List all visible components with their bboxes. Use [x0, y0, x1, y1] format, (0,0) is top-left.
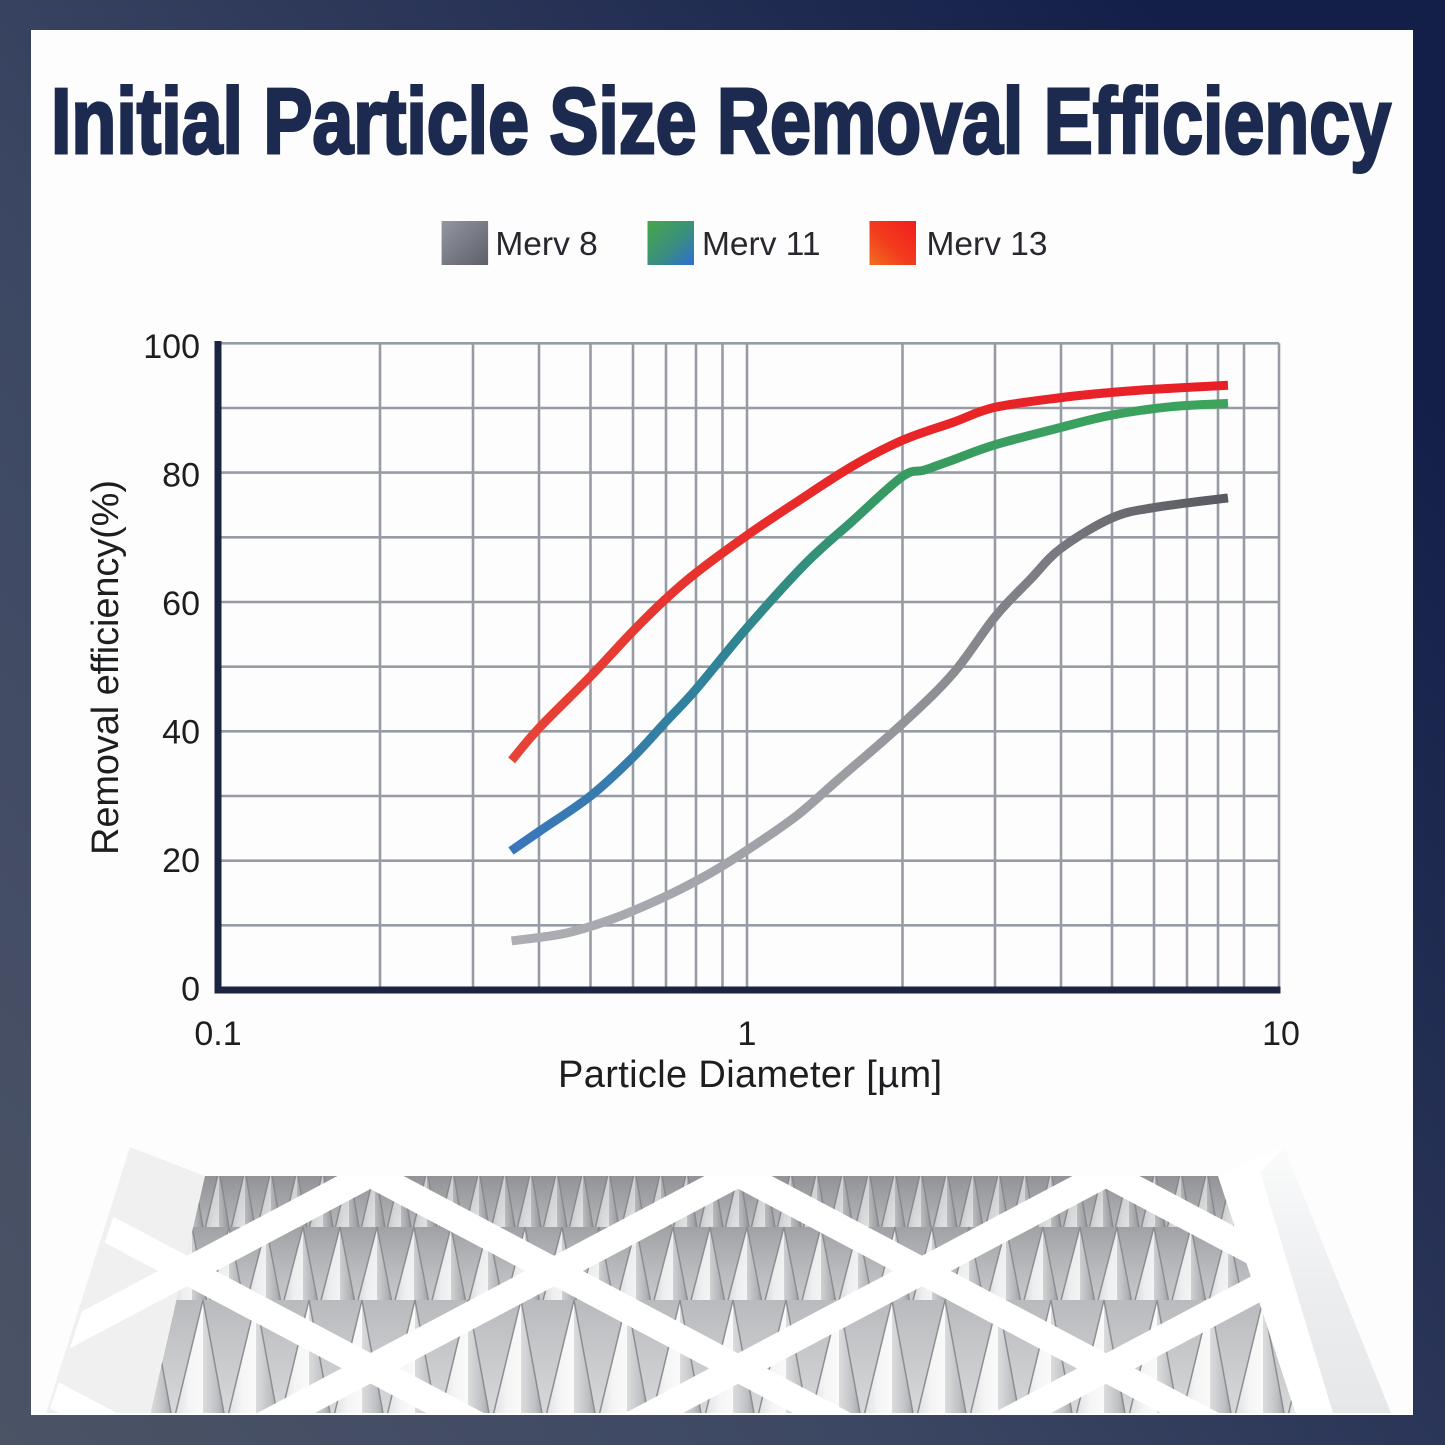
- svg-text:Merv 8: Merv 8: [495, 226, 597, 263]
- svg-text:Removal efficiency(%): Removal efficiency(%): [85, 480, 127, 855]
- svg-text:0.1: 0.1: [194, 1015, 241, 1053]
- svg-text:40: 40: [162, 714, 200, 752]
- svg-text:Merv 11: Merv 11: [702, 226, 821, 263]
- svg-text:20: 20: [162, 842, 200, 880]
- svg-text:Initial Particle Size Removal: Initial Particle Size Removal Efficiency: [51, 69, 1391, 173]
- svg-text:Merv 13: Merv 13: [927, 226, 1048, 263]
- svg-text:1: 1: [738, 1015, 757, 1053]
- svg-text:100: 100: [143, 328, 200, 366]
- svg-text:0: 0: [181, 971, 200, 1009]
- svg-text:Particle Diameter [µm]: Particle Diameter [µm]: [558, 1054, 942, 1096]
- svg-text:10: 10: [1262, 1015, 1300, 1053]
- svg-text:80: 80: [162, 457, 200, 495]
- svg-text:60: 60: [162, 585, 200, 623]
